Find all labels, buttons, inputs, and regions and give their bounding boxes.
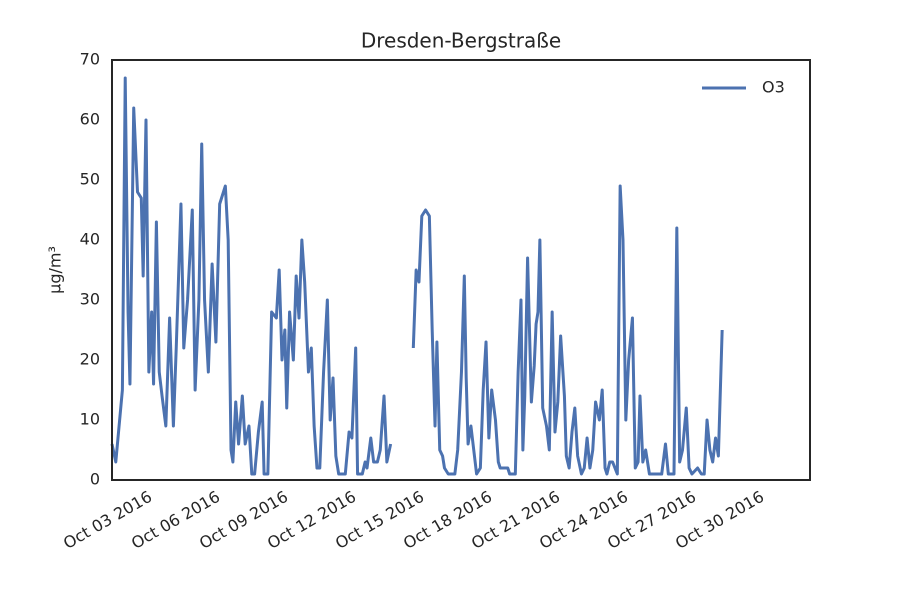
y-tick-label: 60 bbox=[80, 110, 100, 129]
y-tick-label: 10 bbox=[80, 410, 100, 429]
y-tick-label: 20 bbox=[80, 350, 100, 369]
y-tick-label: 70 bbox=[80, 50, 100, 69]
y-tick-label: 40 bbox=[80, 230, 100, 249]
y-axis-label: µg/m³ bbox=[46, 246, 65, 294]
plot-frame bbox=[111, 59, 811, 481]
chart-title: Dresden-Bergstraße bbox=[361, 29, 561, 53]
y-tick-label: 30 bbox=[80, 290, 100, 309]
y-tick-label: 50 bbox=[80, 170, 100, 189]
y-tick-label: 0 bbox=[90, 470, 100, 489]
data-line bbox=[110, 76, 724, 476]
legend-label: O3 bbox=[762, 78, 785, 97]
